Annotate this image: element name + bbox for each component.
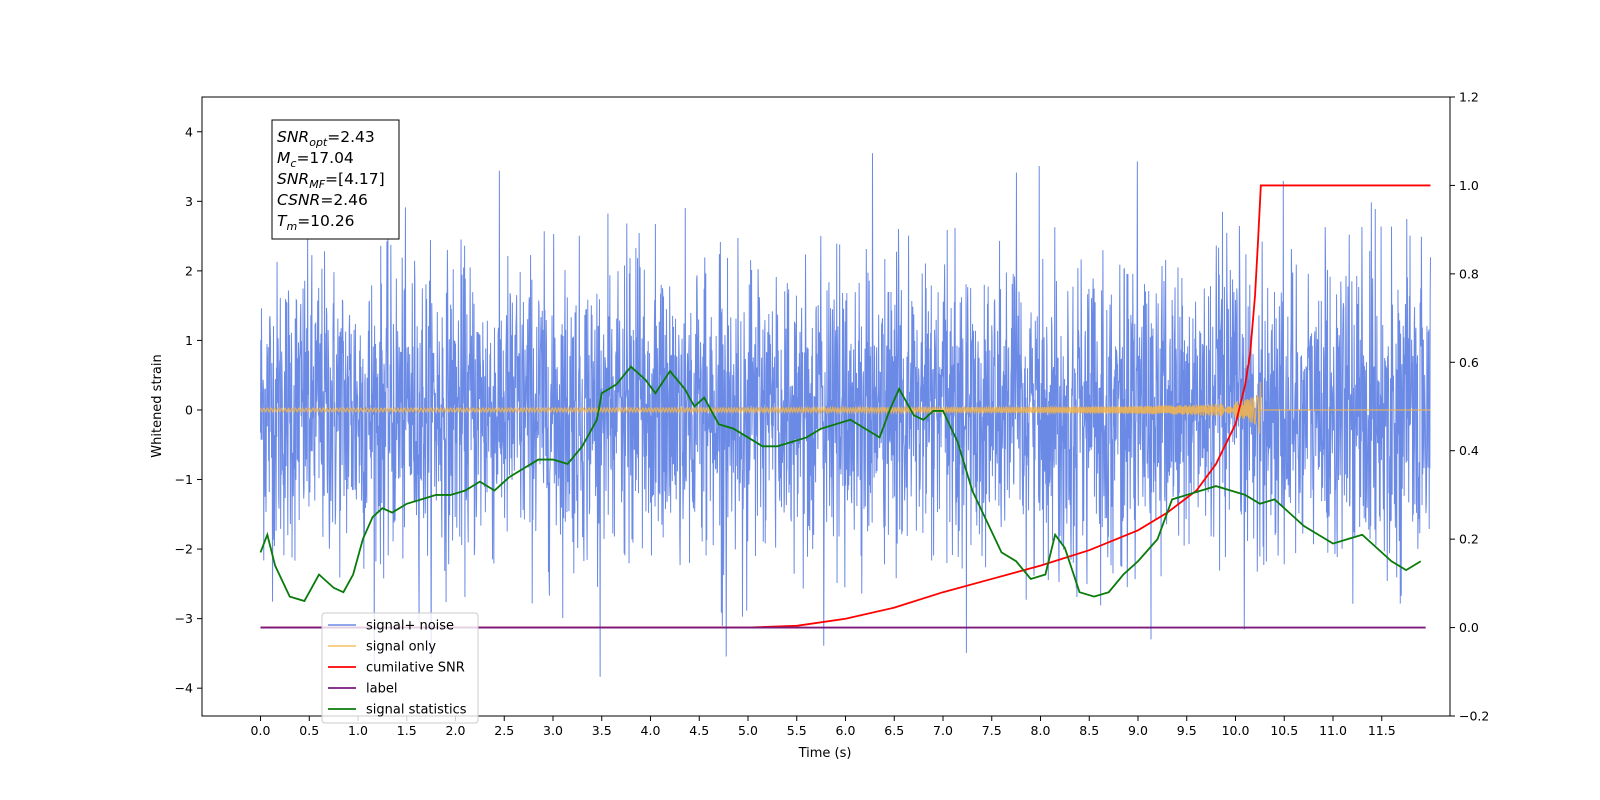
legend-label-signal-statistics: signal statistics <box>366 703 467 718</box>
legend-frame <box>321 612 479 724</box>
x-tick-label: 3.0 <box>543 723 563 738</box>
x-tick-label: 6.0 <box>836 723 856 738</box>
x-tick-label: 2.5 <box>494 723 514 738</box>
annotation-line: SNRopt=2.43 <box>277 128 375 149</box>
y-tick-label: 1 <box>185 333 193 348</box>
y2-tick-label: −0.2 <box>1459 709 1489 724</box>
y-axis-label: Whitened strain <box>150 354 165 457</box>
series-line-signal-statistics <box>259 365 1422 603</box>
series-line-signal-only <box>260 382 1431 434</box>
y-tick-label: 3 <box>185 194 193 209</box>
x-tick-label: 4.0 <box>641 723 661 738</box>
x-tick-label: 8.0 <box>1031 723 1051 738</box>
annotation-frame <box>271 119 400 240</box>
x-tick-label: 7.0 <box>933 723 953 738</box>
series-line-cumilative-snr <box>260 184 1431 629</box>
x-tick-label: 11.5 <box>1368 723 1396 738</box>
x-tick-label: 11.0 <box>1319 723 1347 738</box>
y2-tick-label: 0.0 <box>1459 620 1479 635</box>
y-tick-label: 0 <box>185 402 193 417</box>
snr-annotation-box: SNRopt=2.43Mc=17.04SNRMF=[4.17]CSNR=2.46… <box>271 119 400 240</box>
y2-tick-label: 0.2 <box>1459 532 1479 547</box>
x-tick-label: 9.5 <box>1177 723 1197 738</box>
y2-tick-label: 0.6 <box>1459 355 1479 370</box>
x-tick-label: 10.5 <box>1270 723 1298 738</box>
axes: 0.0 0.5 1.0 1.5 2.0 2.5 3.0 3.5 4.0 4.5 5.0 5.5 6.0 6… <box>175 90 1490 739</box>
y-tick-label: 4 <box>185 124 193 139</box>
y-tick-label: −2 <box>175 542 193 557</box>
legend-label-signal-only: signal only <box>366 640 436 655</box>
x-tick-label: 5.0 <box>738 723 758 738</box>
y2-tick-label: 0.8 <box>1459 266 1479 281</box>
x-tick-label: 6.5 <box>884 723 904 738</box>
y-tick-label: −1 <box>175 472 193 487</box>
series-line-signal-noise <box>260 153 1431 677</box>
x-tick-label: 0.0 <box>251 723 271 738</box>
x-tick-label: 7.5 <box>982 723 1002 738</box>
x-tick-label: 10.0 <box>1222 723 1250 738</box>
x-tick-label: 4.5 <box>689 723 709 738</box>
x-tick-label: 1.0 <box>348 723 368 738</box>
y-tick-label: 2 <box>185 263 193 278</box>
y2-tick-label: 1.0 <box>1459 178 1479 193</box>
x-tick-label: 1.5 <box>397 723 417 738</box>
annotation-line: SNRMF=[4.17] <box>277 170 385 191</box>
x-tick-label: 0.5 <box>299 723 319 738</box>
x-axis-label: Time (s) <box>798 746 852 761</box>
x-tick-label: 5.5 <box>787 723 807 738</box>
legend-label-signal-noise: signal+ noise <box>366 619 454 634</box>
annotation-line: Tm=10.26 <box>277 212 355 233</box>
y-tick-label: −4 <box>175 681 193 696</box>
x-tick-label: 9.0 <box>1128 723 1148 738</box>
x-tick-label: 2.0 <box>446 723 466 738</box>
y2-tick-label: 0.4 <box>1459 443 1479 458</box>
legend-label-label: label <box>366 682 397 697</box>
annotation-line: Mc=17.04 <box>277 149 354 170</box>
plot-frame <box>201 96 1451 717</box>
legend: signal+ noise signal only cumilative SNR la… <box>321 612 479 724</box>
y2-tick-label: 1.2 <box>1459 90 1479 105</box>
legend-label-cumilative-snr: cumilative SNR <box>366 661 465 676</box>
x-tick-label: 8.5 <box>1079 723 1099 738</box>
annotation-line: CSNR=2.46 <box>277 191 368 209</box>
y-tick-label: −3 <box>175 611 193 626</box>
x-tick-label: 3.5 <box>592 723 612 738</box>
